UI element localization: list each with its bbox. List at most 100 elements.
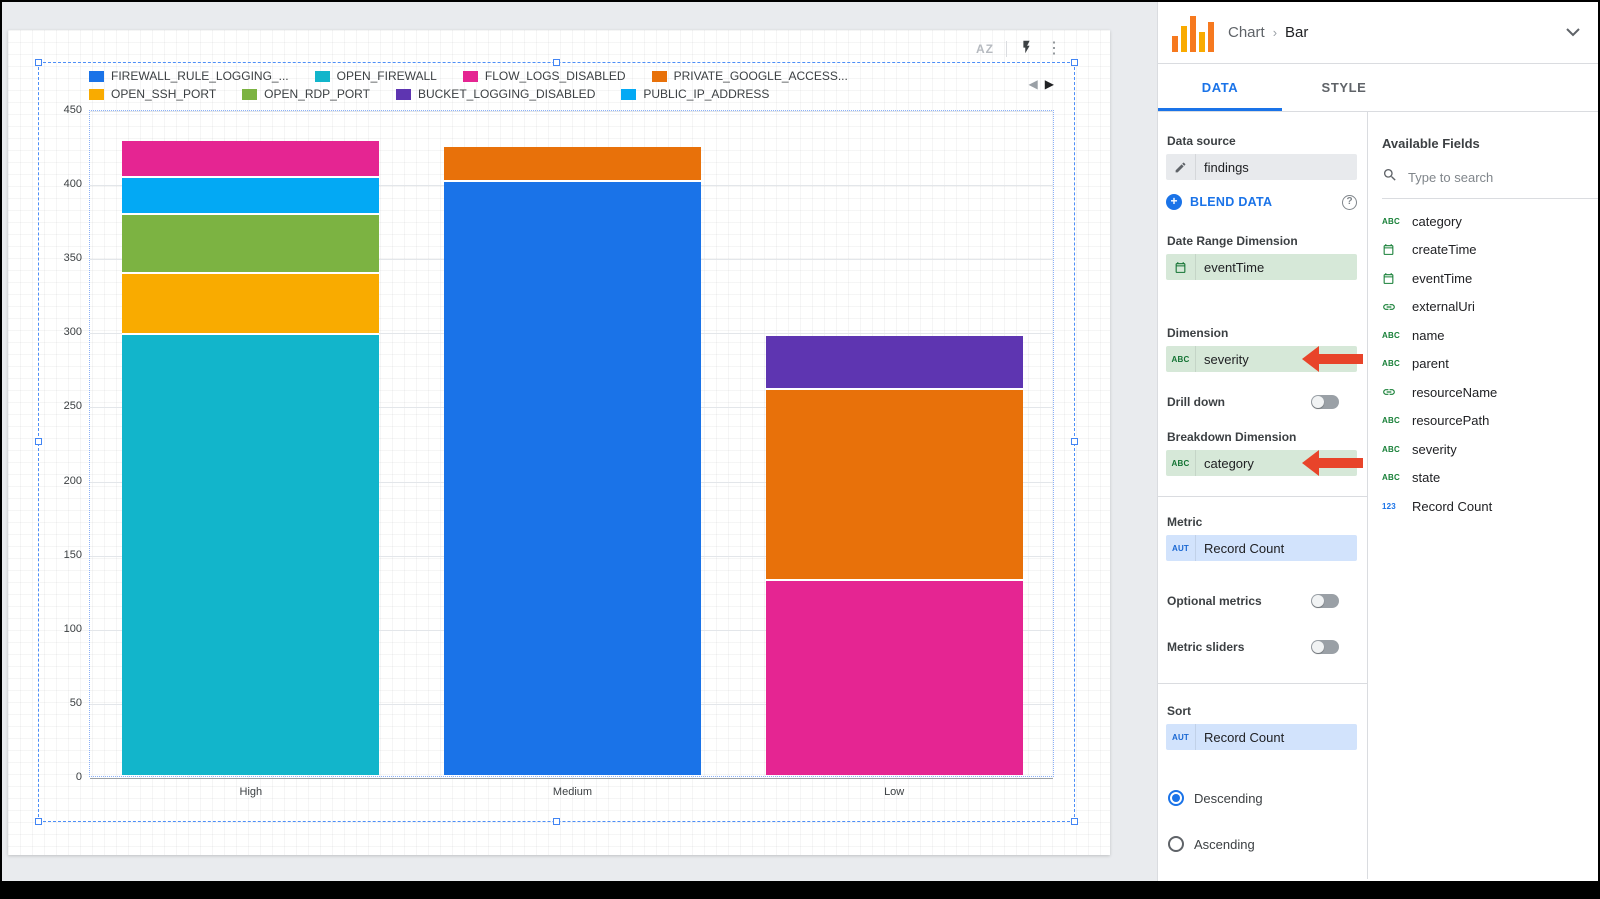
search-icon	[1382, 167, 1398, 188]
field-list: ABC category createTime eventTime externalUr…	[1368, 199, 1598, 521]
optional-metrics-toggle[interactable]	[1311, 594, 1339, 608]
resize-handle-nw[interactable]	[35, 59, 42, 66]
dimension-label: Dimension	[1167, 326, 1229, 340]
bar-segment-open-firewall[interactable]	[122, 334, 380, 775]
resize-handle-ne[interactable]	[1071, 59, 1078, 66]
field-name: parent	[1412, 356, 1449, 372]
legend-swatch-icon	[651, 70, 667, 82]
legend-item: OPEN_FIREWALL	[314, 69, 437, 83]
radio-unselected-icon[interactable]	[1168, 836, 1184, 852]
field-name: severity	[1412, 441, 1457, 457]
field-name[interactable]: ABC name	[1368, 321, 1598, 350]
drill-down-toggle[interactable]	[1311, 395, 1339, 409]
quick-actions-icon[interactable]	[1019, 38, 1034, 61]
legend-item: BUCKET_LOGGING_DISABLED	[395, 87, 596, 101]
metric-sliders-toggle[interactable]	[1311, 640, 1339, 654]
radio-selected-icon[interactable]	[1168, 790, 1184, 806]
tab-data[interactable]: DATA	[1158, 64, 1282, 111]
more-options-icon[interactable]: ⋮	[1046, 40, 1062, 57]
legend-swatch-icon	[314, 70, 330, 82]
legend-prev-icon[interactable]: ◀	[1028, 77, 1038, 91]
resize-handle-w[interactable]	[35, 438, 42, 445]
data-source-chip[interactable]: findings	[1166, 154, 1357, 180]
bar-segment-bucket-logging-disabled[interactable]	[765, 336, 1023, 390]
field-search-input[interactable]	[1408, 170, 1558, 185]
bar-medium[interactable]	[443, 146, 702, 775]
metric-sliders-row: Metric sliders	[1167, 637, 1339, 657]
sort-ascending-option[interactable]: Ascending	[1168, 834, 1357, 854]
bar-segment-open-rdp-port[interactable]	[122, 214, 380, 275]
bar-segment-firewall-rule-logging-[interactable]	[443, 182, 702, 775]
legend-label: PRIVATE_GOOGLE_ACCESS...	[673, 69, 848, 83]
field-record-count[interactable]: 123 Record Count	[1368, 492, 1598, 521]
metric-label: Metric	[1167, 515, 1203, 529]
bar-segment-open-ssh-port[interactable]	[122, 274, 380, 335]
bar-high[interactable]	[122, 140, 380, 775]
breadcrumb-chart[interactable]: Chart	[1228, 24, 1265, 41]
edit-pencil-icon[interactable]	[1166, 154, 1196, 180]
legend-swatch-icon	[462, 70, 478, 82]
chart-legend: FIREWALL_RULE_LOGGING_... OPEN_FIREWALL FL…	[89, 69, 1004, 101]
calendar-icon	[1382, 243, 1412, 256]
y-axis-tick-label: 400	[63, 178, 82, 191]
link-icon	[1382, 300, 1412, 314]
blend-data-button[interactable]: BLEND DATA	[1190, 195, 1273, 209]
y-axis-tick-label: 450	[63, 104, 82, 116]
bar-low[interactable]	[765, 336, 1023, 775]
field-category[interactable]: ABC category	[1368, 207, 1598, 236]
bar-segment-public-ip-address[interactable]	[122, 177, 380, 215]
help-icon[interactable]: ?	[1342, 194, 1357, 210]
legend-label: BUCKET_LOGGING_DISABLED	[417, 87, 596, 101]
field-name: resourcePath	[1412, 413, 1490, 429]
breakdown-dimension-chip[interactable]: ABC category	[1166, 450, 1363, 476]
abc-type-icon: ABC	[1382, 473, 1400, 483]
field-severity[interactable]: ABC severity	[1368, 435, 1598, 464]
chevron-down-icon[interactable]	[1566, 24, 1580, 42]
abc-type-icon: ABC	[1382, 216, 1400, 226]
field-eventtime[interactable]: eventTime	[1368, 264, 1598, 293]
legend-next-icon[interactable]: ▶	[1044, 77, 1054, 91]
bar-segment-flow-logs-disabled[interactable]	[122, 140, 380, 178]
calendar-icon	[1382, 272, 1412, 285]
metric-chip[interactable]: AUT Record Count	[1166, 535, 1357, 561]
y-axis-tick-label: 250	[63, 400, 82, 413]
field-externaluri[interactable]: externalUri	[1368, 293, 1598, 322]
dimension-chip[interactable]: ABC severity	[1166, 346, 1363, 372]
bar-segment-flow-logs-disabled[interactable]	[765, 580, 1023, 775]
dimension-field: severity	[1204, 351, 1249, 367]
report-page[interactable]: AZ ⋮ FIREWALL_R	[8, 30, 1110, 855]
abc-type-icon: ABC	[1166, 450, 1196, 476]
chart-selection[interactable]: FIREWALL_RULE_LOGGING_... OPEN_FIREWALL FL…	[35, 59, 1078, 825]
y-axis-tick-label: 50	[69, 696, 82, 709]
date-range-chip[interactable]: eventTime	[1166, 254, 1357, 280]
annotation-arrow-dimension	[1302, 346, 1363, 372]
y-axis-tick-label: 300	[63, 326, 82, 339]
y-axis-tick-label: 0	[75, 771, 82, 783]
report-canvas[interactable]: AZ ⋮ FIREWALL_R	[2, 2, 1157, 881]
sort-descending-option[interactable]: Descending	[1168, 788, 1357, 808]
breadcrumb-bar: Bar	[1285, 24, 1309, 41]
bar-segment-private-google-access-[interactable]	[443, 146, 702, 183]
resize-handle-e[interactable]	[1071, 438, 1078, 445]
sort-metric-field: Record Count	[1204, 729, 1285, 745]
resize-handle-s[interactable]	[552, 818, 560, 825]
sort-az-icon[interactable]: AZ	[976, 42, 994, 56]
field-parent[interactable]: ABC parent	[1368, 350, 1598, 379]
field-createtime[interactable]: createTime	[1368, 236, 1598, 265]
tab-style[interactable]: STYLE	[1321, 80, 1367, 95]
field-resourcepath[interactable]: ABC resourcePath	[1368, 407, 1598, 436]
x-axis-tick-label: Low	[884, 786, 905, 798]
chevron-right-icon: ›	[1272, 25, 1278, 40]
sort-metric-chip[interactable]: AUT Record Count	[1166, 724, 1357, 750]
field-name: Record Count	[1412, 498, 1493, 514]
field-resourcename[interactable]: resourceName	[1368, 378, 1598, 407]
resize-handle-sw[interactable]	[35, 818, 42, 825]
legend-label: OPEN_FIREWALL	[336, 69, 437, 83]
add-icon[interactable]: +	[1166, 194, 1182, 210]
resize-handle-se[interactable]	[1071, 818, 1078, 825]
resize-handle-n[interactable]	[552, 59, 560, 66]
abc-type-icon: ABC	[1382, 330, 1400, 340]
field-state[interactable]: ABC state	[1368, 464, 1598, 493]
bar-segment-private-google-access-[interactable]	[765, 389, 1023, 581]
legend-item: PUBLIC_IP_ADDRESS	[621, 87, 769, 101]
